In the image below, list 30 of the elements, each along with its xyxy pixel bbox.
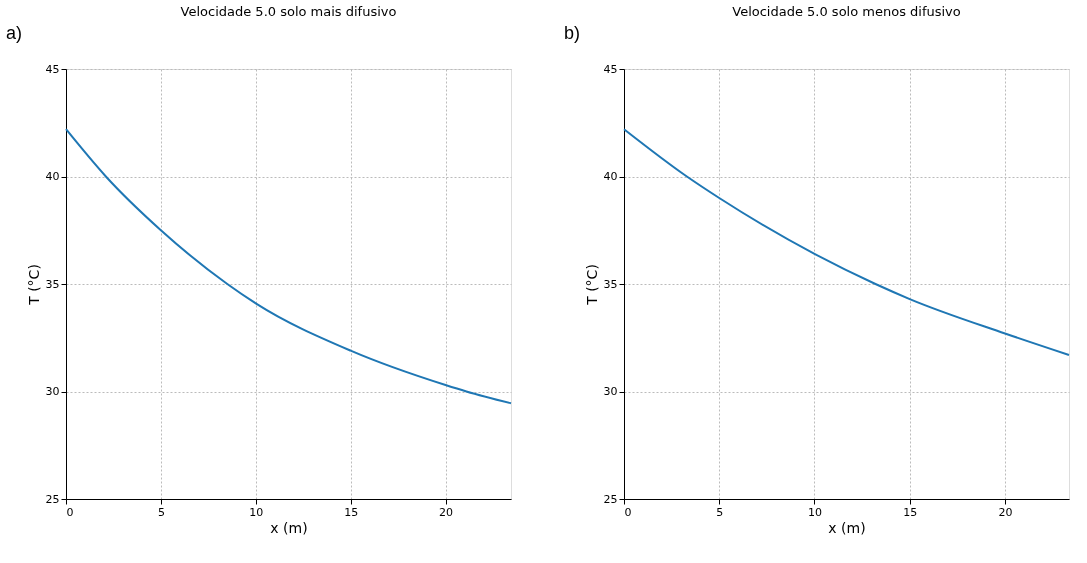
y-axis-title: T (°C) [583, 264, 600, 306]
x-tick-label: 15 [344, 505, 359, 519]
x-tick-label: 0 [66, 505, 74, 519]
text: b) [564, 23, 581, 43]
y-tick-label: 30 [45, 385, 60, 398]
y-tick-label: 25 [45, 492, 60, 506]
y-tick-label: 35 [45, 277, 60, 291]
line-series [623, 128, 1070, 356]
x-tick-label: 10 [808, 505, 822, 519]
y-tick-label: 40 [603, 170, 618, 183]
line-series [65, 128, 512, 405]
x-axis-title: x (m) [270, 519, 308, 536]
y-tick-label: 40 [45, 170, 60, 183]
y-tick-label: 45 [603, 62, 618, 76]
y-tick-label: 35 [603, 277, 618, 291]
text: a) [6, 23, 23, 43]
x-axis-title: x (m) [828, 519, 866, 536]
x-tick-label: 0 [624, 505, 632, 519]
y-tick-label: 25 [603, 492, 618, 506]
y-axis-title: T (°C) [25, 264, 42, 306]
x-tick-label: 5 [716, 505, 724, 519]
y-tick-label: 30 [603, 385, 618, 398]
x-tick-label: 20 [998, 505, 1013, 519]
chart-title: Velocidade 5.0 solo mais difusivo [180, 4, 397, 19]
x-tick-label: 5 [157, 505, 165, 519]
x-tick-label: 10 [249, 505, 264, 519]
x-tick-label: 20 [439, 505, 454, 519]
y-tick-label: 45 [45, 62, 60, 76]
x-tick-label: 15 [903, 505, 918, 519]
chart-title: Velocidade 5.0 solo menos difusivo [732, 4, 961, 19]
